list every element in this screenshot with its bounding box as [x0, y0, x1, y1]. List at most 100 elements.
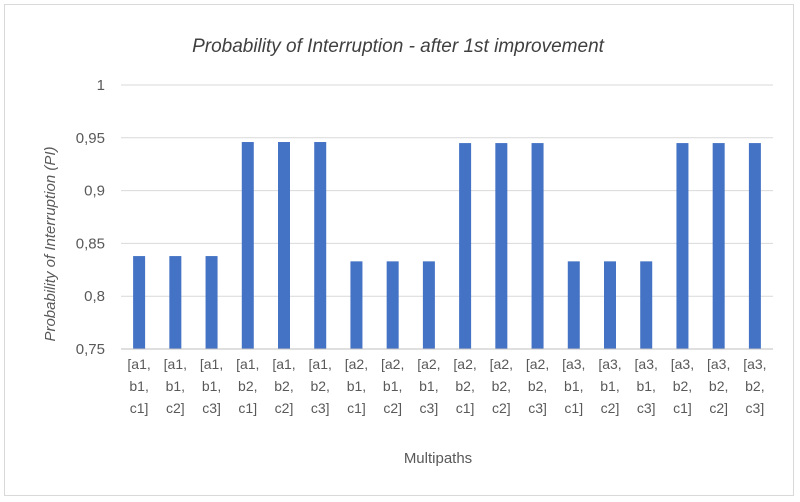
y-tick-label: 0,85: [76, 235, 105, 252]
x-category-label-line: c1]: [238, 400, 257, 416]
x-category-label-line: [a3,: [671, 356, 694, 372]
x-category-label: [a2, b2, c2]: [490, 356, 513, 416]
x-axis-categories: [a1, b1, c1] [a1, b1, c2] [a1, b1, c3] [a1, b2, c1]…: [127, 356, 766, 416]
x-category-label: [a2, b1, c1]: [345, 356, 368, 416]
x-category-label-line: b1,: [383, 378, 402, 394]
x-category-label-line: [a2,: [417, 356, 440, 372]
x-category-label-line: c3]: [202, 400, 221, 416]
x-category-label: [a3, b2, c3]: [743, 356, 766, 416]
bar: [422, 261, 435, 349]
x-category-label-line: b2,: [310, 378, 329, 394]
x-category-label: [a3, b2, c1]: [671, 356, 694, 416]
x-category-label-line: c2]: [601, 400, 620, 416]
x-category-label-line: c2]: [383, 400, 402, 416]
bar: [495, 143, 508, 349]
x-category-label-line: c3]: [528, 400, 547, 416]
chart-title: Probability of Interruption - after 1st …: [192, 36, 605, 57]
x-category-label-line: [a2,: [526, 356, 549, 372]
y-tick-label: 0,95: [76, 130, 105, 147]
x-category-label-line: [a1,: [127, 356, 150, 372]
x-category-label-line: c1]: [456, 400, 475, 416]
x-category-label-line: [a2,: [490, 356, 513, 372]
x-axis-label: Multipaths: [404, 450, 472, 467]
x-category-label-line: b2,: [673, 378, 692, 394]
x-category-label: [a1, b2, c3]: [309, 356, 332, 416]
x-category-label: [a3, b1, c1]: [562, 356, 585, 416]
x-category-label-line: [a3,: [743, 356, 766, 372]
y-axis-label: Probability of Interruption (PI): [42, 146, 59, 341]
x-category-label: [a2, b1, c3]: [417, 356, 440, 416]
y-axis-ticks: 0,75 0,8 0,85 0,9 0,95 1: [76, 77, 105, 358]
x-category-label-line: b2,: [745, 378, 764, 394]
bar: [241, 142, 254, 349]
bar: [748, 143, 761, 349]
x-category-label-line: [a1,: [200, 356, 223, 372]
x-category-label: [a1, b2, c2]: [272, 356, 295, 416]
x-category-label-line: c1]: [347, 400, 366, 416]
x-category-label: [a2, b2, c3]: [526, 356, 549, 416]
x-category-label-line: c1]: [130, 400, 149, 416]
x-category-label: [a2, b1, c2]: [381, 356, 404, 416]
bar: [676, 143, 689, 349]
x-category-label-line: b1,: [564, 378, 583, 394]
x-category-label-line: c2]: [492, 400, 511, 416]
x-category-label-line: [a1,: [236, 356, 259, 372]
x-category-label-line: b1,: [202, 378, 221, 394]
x-category-label-line: b2,: [709, 378, 728, 394]
x-category-label: [a1, b1, c2]: [164, 356, 187, 416]
y-tick-label: 0,8: [84, 288, 105, 305]
x-category-label-line: [a1,: [309, 356, 332, 372]
x-category-label-line: [a2,: [453, 356, 476, 372]
x-category-label: [a1, b2, c1]: [236, 356, 259, 416]
x-category-label-line: [a1,: [164, 356, 187, 372]
bar: [350, 261, 363, 349]
x-category-label-line: c2]: [275, 400, 294, 416]
y-tick-label: 1: [97, 77, 105, 94]
bar: [314, 142, 327, 349]
x-category-label-line: b1,: [166, 378, 185, 394]
x-category-label-line: [a3,: [562, 356, 585, 372]
bar: [531, 143, 544, 349]
x-category-label-line: b1,: [419, 378, 438, 394]
x-category-label-line: c3]: [311, 400, 330, 416]
x-category-label-line: b1,: [129, 378, 148, 394]
x-category-label-line: [a1,: [272, 356, 295, 372]
bar: [459, 143, 472, 349]
x-category-label-line: c2]: [166, 400, 185, 416]
x-category-label-line: c1]: [564, 400, 583, 416]
y-tick-label: 0,75: [76, 341, 105, 358]
x-category-label: [a2, b2, c1]: [453, 356, 476, 416]
x-category-label-line: [a3,: [707, 356, 730, 372]
x-category-label-line: [a2,: [381, 356, 404, 372]
bar: [640, 261, 653, 349]
x-category-label-line: c3]: [637, 400, 656, 416]
x-category-label-line: b2,: [238, 378, 257, 394]
y-tick-label: 0,9: [84, 183, 105, 200]
bar: [169, 256, 182, 349]
x-category-label-line: [a3,: [635, 356, 658, 372]
x-category-label-line: b2,: [274, 378, 293, 394]
x-category-label: [a3, b1, c3]: [635, 356, 658, 416]
bar: [712, 143, 725, 349]
bar: [604, 261, 616, 349]
x-category-label: [a3, b1, c2]: [598, 356, 621, 416]
bar: [386, 261, 399, 349]
chart-frame: Probability of Interruption - after 1st …: [4, 4, 794, 496]
x-category-label-line: b1,: [636, 378, 655, 394]
x-category-label-line: b1,: [347, 378, 366, 394]
x-category-label-line: b1,: [600, 378, 619, 394]
x-category-label-line: b2,: [528, 378, 547, 394]
x-category-label: [a3, b2, c2]: [707, 356, 730, 416]
bar: [133, 256, 146, 349]
x-category-label: [a1, b1, c3]: [200, 356, 223, 416]
x-category-label-line: [a2,: [345, 356, 368, 372]
bar: [205, 256, 218, 349]
x-category-label-line: c2]: [709, 400, 728, 416]
x-category-label-line: c1]: [673, 400, 692, 416]
x-category-label-line: c3]: [420, 400, 439, 416]
x-category-label-line: b2,: [492, 378, 511, 394]
x-category-label-line: [a3,: [598, 356, 621, 372]
x-category-label: [a1, b1, c1]: [127, 356, 150, 416]
bar: [278, 142, 290, 349]
bar-chart: Probability of Interruption - after 1st …: [42, 36, 773, 467]
